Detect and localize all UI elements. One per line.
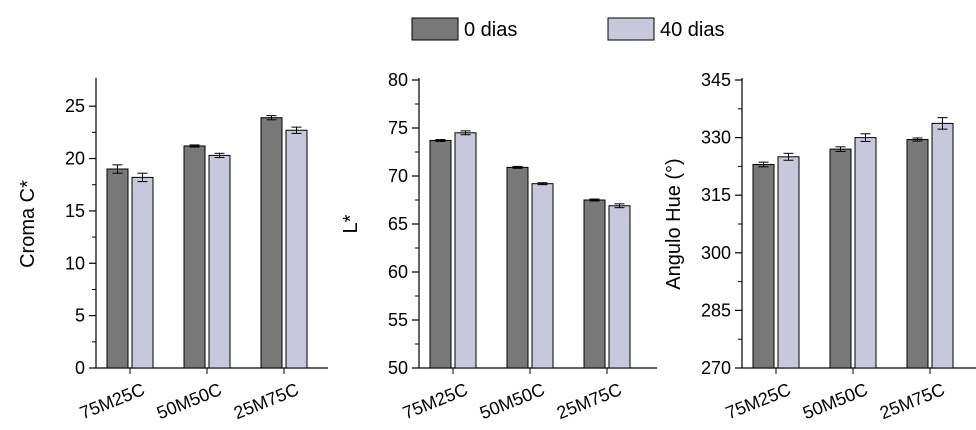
y-tick-label: 270: [701, 358, 731, 378]
legend-label-0-dias: 0 dias: [464, 19, 517, 41]
bar-0-dias: [429, 139, 452, 369]
legend-label-40-dias: 40 dias: [660, 19, 725, 41]
y-axis-label: L*: [340, 214, 362, 233]
y-tick-label: 60: [388, 262, 408, 282]
y-tick-label: 300: [701, 243, 731, 263]
chart-panel-1: 0 5 10 15 20 25 Croma C* 75M25C 50M50C 25M75C: [17, 78, 328, 423]
x-tick-label: 25M75C: [554, 379, 625, 423]
x-tick-label: 75M25C: [77, 379, 148, 423]
x-tick-label: 75M25C: [723, 379, 794, 423]
y-tick-label: 15: [65, 201, 85, 221]
legend-swatch-0-dias: [411, 17, 459, 41]
bar-40-dias: [454, 132, 477, 369]
bar-0-dias: [829, 148, 852, 369]
bar-0-dias: [506, 166, 529, 369]
y-tick-label: 285: [701, 300, 731, 320]
bar-0-dias: [260, 117, 283, 369]
bar-40-dias: [777, 156, 800, 369]
bar-0-dias: [752, 163, 775, 369]
y-tick-label: 70: [388, 166, 408, 186]
x-tick-label: 50M50C: [154, 379, 225, 423]
x-tick-label: 50M50C: [800, 379, 871, 423]
x-tick-label: 25M75C: [231, 379, 302, 423]
chart-panel-3: 270 285 300 315 330 345 Angulo Hue (°) 75M25C 50…: [663, 70, 976, 423]
bar-40-dias: [931, 122, 954, 369]
y-tick-label: 5: [75, 306, 85, 326]
y-axis-label: Angulo Hue (°): [663, 158, 685, 289]
bar-40-dias: [608, 205, 631, 369]
y-axis-label: Croma C*: [17, 180, 39, 268]
bar-40-dias: [531, 183, 554, 369]
bar-40-dias: [208, 154, 231, 369]
y-tick-label: 55: [388, 310, 408, 330]
bar-0-dias: [183, 145, 206, 369]
legend: 0 dias 40 dias: [411, 17, 725, 41]
bar-0-dias: [583, 199, 606, 369]
y-tick-label: 25: [65, 96, 85, 116]
y-tick-label: 80: [388, 70, 408, 90]
y-tick-label: 50: [388, 358, 408, 378]
x-tick-label: 75M25C: [400, 379, 471, 423]
y-tick-label: 330: [701, 128, 731, 148]
bar-0-dias: [106, 168, 129, 369]
bar-0-dias: [906, 139, 929, 369]
legend-swatch-40-dias: [607, 17, 655, 41]
y-tick-label: 315: [701, 185, 731, 205]
x-tick-label: 25M75C: [877, 379, 948, 423]
bar-40-dias: [285, 129, 308, 369]
y-tick-label: 0: [75, 358, 85, 378]
y-tick-label: 75: [388, 118, 408, 138]
chart-panel-2: 50 55 60 65 70 75 80 L* 75M25C 50M50C 25M75C: [340, 70, 657, 423]
y-tick-label: 65: [388, 214, 408, 234]
y-tick-label: 10: [65, 253, 85, 273]
y-tick-label: 20: [65, 149, 85, 169]
bar-40-dias: [854, 137, 877, 369]
x-tick-label: 50M50C: [477, 379, 548, 423]
y-tick-label: 345: [701, 70, 731, 90]
bar-40-dias: [131, 176, 154, 369]
